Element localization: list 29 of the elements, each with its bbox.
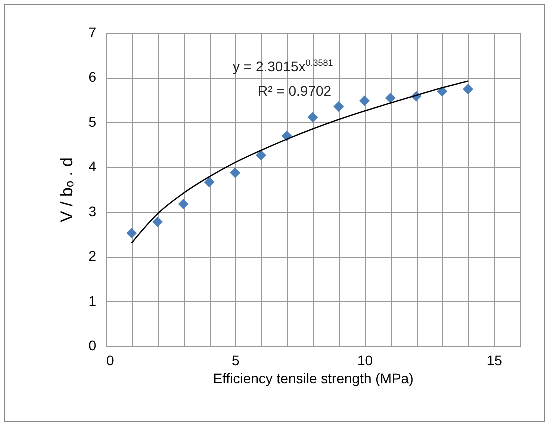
point	[204, 177, 215, 188]
point	[360, 96, 370, 106]
x-tick-label: 0	[106, 352, 114, 368]
y-axis-title: V / bₒ . d	[58, 157, 77, 223]
x-axis-title: Efficiency tensile strength (MPa)	[213, 370, 414, 386]
x-tick-label: 10	[357, 352, 374, 368]
point	[256, 150, 266, 161]
point	[178, 199, 189, 210]
point	[437, 86, 448, 97]
point	[308, 112, 318, 123]
y-tick-label: 4	[88, 158, 97, 175]
point	[334, 102, 344, 112]
point	[126, 228, 138, 239]
point	[230, 168, 241, 178]
x-tick-label: 5	[232, 352, 240, 368]
point	[385, 93, 396, 104]
line-series	[131, 80, 469, 244]
y-tick-label: 6	[88, 69, 97, 86]
y-tick-label: 2	[88, 248, 97, 264]
y-tick-label: 5	[88, 114, 97, 130]
point	[152, 216, 163, 228]
annotation: y = 2.3015x$^{0.3581}$	[233, 58, 334, 75]
y-tick-label: 1	[88, 292, 97, 309]
y-tick-label: 3	[88, 203, 97, 220]
y-tick-label: 0	[88, 338, 97, 354]
x-tick-label: 15	[486, 352, 503, 368]
annotation: R² = 0.9702	[258, 83, 332, 99]
y-tick-label: 7	[88, 24, 97, 40]
point	[463, 84, 474, 95]
